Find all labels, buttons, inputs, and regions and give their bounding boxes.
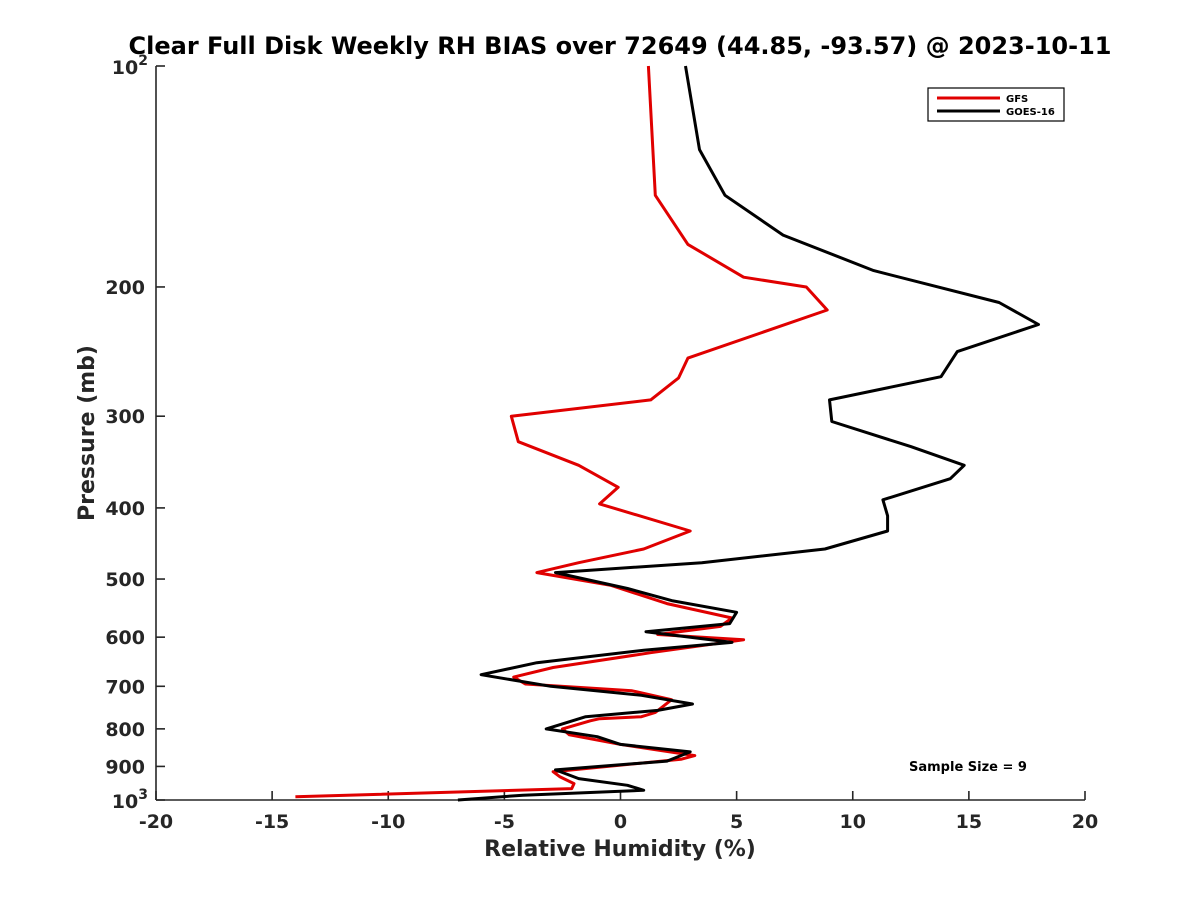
y-tick-label: 600 <box>105 627 145 649</box>
x-tick-label: 0 <box>614 811 627 833</box>
x-axis: -20 -15 -10 -5 0 5 10 15 20 <box>139 791 1098 833</box>
x-tick-label: -15 <box>255 811 289 833</box>
legend-label: GOES-16 <box>1006 107 1055 118</box>
legend-label: GFS <box>1006 94 1028 105</box>
chart-title: Clear Full Disk Weekly RH BIAS over 7264… <box>129 32 1112 60</box>
sample-size-annotation: Sample Size = 9 <box>909 760 1027 775</box>
y-tick-label: 700 <box>105 676 145 698</box>
y-tick-label: 800 <box>105 719 145 741</box>
x-tick-label: -10 <box>371 811 405 833</box>
legend-box <box>927 87 1065 122</box>
y-tick-label-decade: 102 <box>112 53 148 79</box>
y-axis: 200 300 400 500 600 700 800 900 102 103 <box>105 53 165 813</box>
y-tick-label: 500 <box>105 569 145 591</box>
x-axis-label: Relative Humidity (%) <box>484 837 756 862</box>
legend: GFS GOES-16 <box>927 87 1065 122</box>
y-axis-label: Pressure (mb) <box>75 345 100 521</box>
x-tick-label: 15 <box>956 811 982 833</box>
y-tick-label: 400 <box>105 498 145 520</box>
x-tick-label: 10 <box>840 811 866 833</box>
series-line-goes-16 <box>457 65 1040 802</box>
x-tick-label: -20 <box>139 811 173 833</box>
series-layer <box>295 65 1040 802</box>
y-tick-label: 300 <box>105 406 145 428</box>
y-tick-label-decade: 103 <box>112 787 148 813</box>
x-tick-label: 20 <box>1072 811 1098 833</box>
x-tick-label: -5 <box>494 811 515 833</box>
y-tick-label: 900 <box>105 756 145 778</box>
y-tick-label: 200 <box>105 277 145 299</box>
x-tick-label: 5 <box>730 811 743 833</box>
